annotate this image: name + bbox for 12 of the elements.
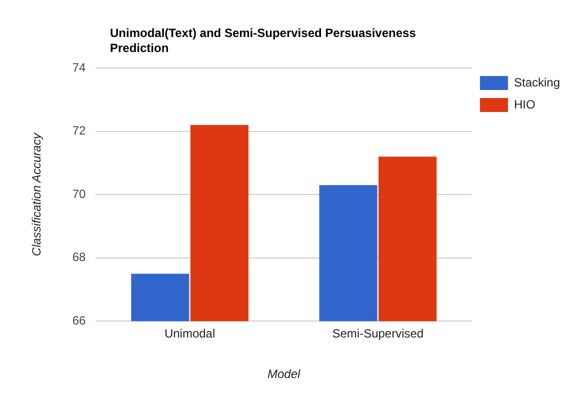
y-axis-title: Classification Accuracy [30, 132, 44, 256]
x-axis-title: Model [268, 367, 301, 382]
legend-label: HIO [514, 97, 536, 112]
y-tick-label: 68 [72, 250, 86, 264]
x-tick-label: Semi-Supervised [332, 326, 424, 341]
y-tick-label: 70 [72, 186, 86, 201]
chart-title: Unimodal(Text) and Semi-Supervised Persuasiveness Prediction [110, 26, 417, 56]
y-tick-label: 74 [72, 60, 86, 74]
y-tick-label: 66 [72, 314, 86, 328]
y-tick-label: 72 [72, 124, 86, 138]
x-tick-label: Unimodal [164, 326, 216, 341]
legend-label: Stacking [514, 75, 560, 90]
